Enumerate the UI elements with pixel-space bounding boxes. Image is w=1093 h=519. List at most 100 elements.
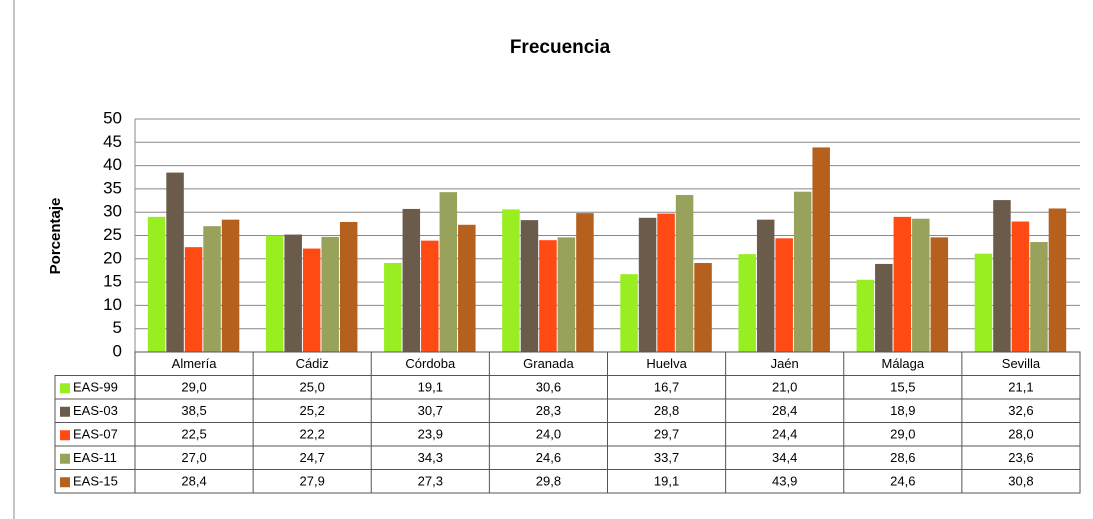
bar bbox=[520, 220, 539, 352]
table-value: 24,4 bbox=[772, 427, 797, 442]
bar bbox=[930, 237, 949, 352]
bar bbox=[166, 172, 184, 352]
table-value: 25,0 bbox=[300, 380, 325, 395]
bar bbox=[339, 221, 358, 352]
bar bbox=[812, 147, 830, 352]
bar bbox=[756, 219, 775, 352]
x-tick-label: Granada bbox=[523, 356, 574, 371]
bar bbox=[557, 237, 576, 352]
legend-label: EAS-11 bbox=[73, 450, 117, 465]
table-value: 30,6 bbox=[536, 380, 561, 395]
bar bbox=[856, 279, 875, 352]
table-value: 24,6 bbox=[536, 450, 561, 465]
y-tick-label: 35 bbox=[103, 178, 122, 197]
y-tick-label: 45 bbox=[103, 132, 122, 151]
legend-swatch bbox=[60, 477, 70, 488]
bar bbox=[893, 216, 912, 352]
table-value: 21,1 bbox=[1008, 380, 1033, 395]
bar bbox=[302, 248, 321, 352]
table-value: 29,0 bbox=[890, 427, 915, 442]
bar bbox=[402, 208, 421, 352]
bar bbox=[638, 217, 657, 352]
bar bbox=[265, 235, 284, 352]
x-tick-label: Málaga bbox=[881, 356, 924, 371]
bar bbox=[675, 194, 694, 352]
table-value: 24,0 bbox=[536, 427, 561, 442]
x-tick-label: Sevilla bbox=[1002, 356, 1041, 371]
table-value: 28,6 bbox=[890, 450, 915, 465]
table-value: 15,5 bbox=[890, 380, 915, 395]
y-tick-label: 50 bbox=[103, 108, 122, 127]
table-value: 32,6 bbox=[1008, 403, 1033, 418]
table-value: 23,6 bbox=[1008, 450, 1033, 465]
table-value: 19,1 bbox=[418, 380, 443, 395]
bar bbox=[321, 236, 339, 352]
table-border bbox=[54, 375, 1081, 494]
table-value: 34,3 bbox=[418, 450, 443, 465]
bar bbox=[793, 191, 812, 352]
table-value: 24,7 bbox=[300, 450, 325, 465]
y-tick-label: 25 bbox=[103, 225, 122, 244]
table-value: 30,7 bbox=[418, 403, 443, 418]
x-tick-label: Huelva bbox=[646, 356, 687, 371]
bar bbox=[912, 218, 930, 352]
bar bbox=[384, 262, 402, 352]
bar bbox=[993, 200, 1011, 352]
bar bbox=[576, 213, 594, 352]
bar bbox=[1048, 208, 1067, 352]
chart-title: Frecuencia bbox=[510, 37, 611, 58]
bar bbox=[875, 263, 893, 352]
bar bbox=[657, 213, 675, 352]
table-value: 16,7 bbox=[654, 380, 679, 395]
y-tick-label: 10 bbox=[103, 295, 122, 314]
table-value: 27,3 bbox=[418, 474, 443, 489]
y-tick-label: 20 bbox=[103, 248, 122, 267]
bar bbox=[974, 253, 993, 352]
bar bbox=[284, 234, 302, 352]
bar bbox=[458, 224, 476, 352]
y-tick-label: 30 bbox=[103, 202, 122, 221]
x-tick-label: Córdoba bbox=[405, 356, 456, 371]
legend-swatch bbox=[60, 453, 70, 464]
bar bbox=[1030, 242, 1048, 352]
bar bbox=[203, 226, 221, 352]
table-value: 38,5 bbox=[181, 403, 206, 418]
legend-label: EAS-07 bbox=[73, 427, 118, 442]
table-value: 29,0 bbox=[181, 380, 206, 395]
bar bbox=[147, 216, 166, 352]
table-value: 28,0 bbox=[1008, 427, 1033, 442]
y-tick-label: 5 bbox=[113, 318, 122, 337]
legend-label: EAS-99 bbox=[73, 380, 118, 395]
table-value: 28,4 bbox=[181, 474, 206, 489]
table-value: 25,2 bbox=[300, 403, 325, 418]
y-tick-label: 15 bbox=[103, 272, 122, 291]
table-value: 27,0 bbox=[181, 450, 206, 465]
x-tick-label: Almería bbox=[172, 356, 218, 371]
bar bbox=[738, 254, 756, 352]
table-value: 34,4 bbox=[772, 450, 797, 465]
bar bbox=[539, 240, 557, 352]
bar bbox=[775, 238, 793, 352]
x-tick-label: Cádiz bbox=[296, 356, 329, 371]
table-value: 29,8 bbox=[536, 474, 561, 489]
bar bbox=[221, 219, 240, 352]
bar bbox=[184, 247, 203, 352]
table-value: 23,9 bbox=[418, 427, 443, 442]
y-axis-label: Porcentaje bbox=[47, 198, 64, 275]
legend-label: EAS-15 bbox=[73, 474, 118, 489]
bar bbox=[439, 192, 458, 352]
bar bbox=[421, 240, 439, 352]
legend-swatch bbox=[60, 406, 70, 417]
table-value: 30,8 bbox=[1008, 474, 1033, 489]
table-value: 28,4 bbox=[772, 403, 797, 418]
bar bbox=[694, 262, 712, 352]
bar bbox=[502, 209, 520, 352]
table-value: 33,7 bbox=[654, 450, 679, 465]
table-value: 43,9 bbox=[772, 474, 797, 489]
y-tick-label: 40 bbox=[103, 155, 122, 174]
legend-swatch bbox=[60, 430, 70, 441]
table-value: 28,3 bbox=[536, 403, 561, 418]
y-tick-label: 0 bbox=[113, 341, 122, 360]
